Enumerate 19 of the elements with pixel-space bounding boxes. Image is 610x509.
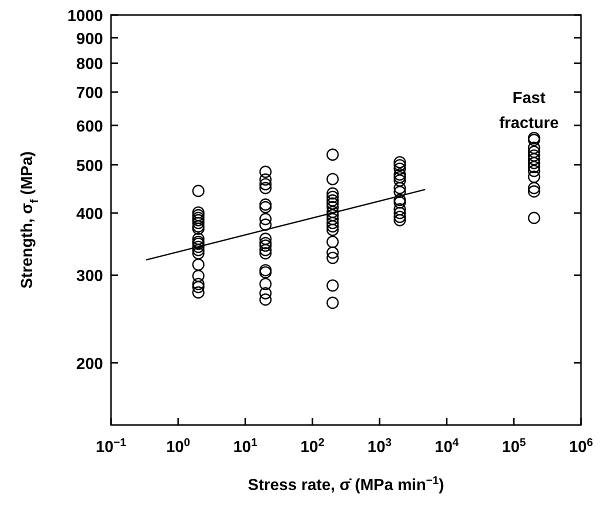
y-tick-label: 800 (76, 56, 104, 74)
x-axis-title: Stress rate, σ̇ (MPa min$^{−1}$) (248, 475, 444, 494)
y-tick-label: 600 (76, 118, 104, 136)
y-tick-label: 700 (76, 85, 104, 102)
y-tick-label: 900 (76, 30, 104, 48)
x-tick-label: 10$^{5}$ (502, 437, 526, 456)
x-tick-label: 10$^{0}$ (166, 437, 190, 456)
x-tick-label: 10$^{1}$ (233, 437, 258, 456)
y-tick-label: 300 (76, 268, 104, 286)
y-tick-label: 200 (76, 356, 104, 373)
y-tick-label: 500 (76, 158, 104, 175)
x-tick-label: 10$^{2}$ (300, 437, 324, 456)
annotation: Fast fracture (499, 90, 559, 132)
y-tick-label: 400 (76, 206, 104, 224)
x-tick-label: 10$^{3}$ (368, 437, 392, 456)
x-tick-label: 10$^{−1}$ (96, 437, 126, 456)
x-tick-label: 10$^{4}$ (434, 437, 460, 456)
x-tick-label: 10$^{6}$ (568, 437, 594, 456)
y-tick-label: 1000 (67, 8, 104, 25)
